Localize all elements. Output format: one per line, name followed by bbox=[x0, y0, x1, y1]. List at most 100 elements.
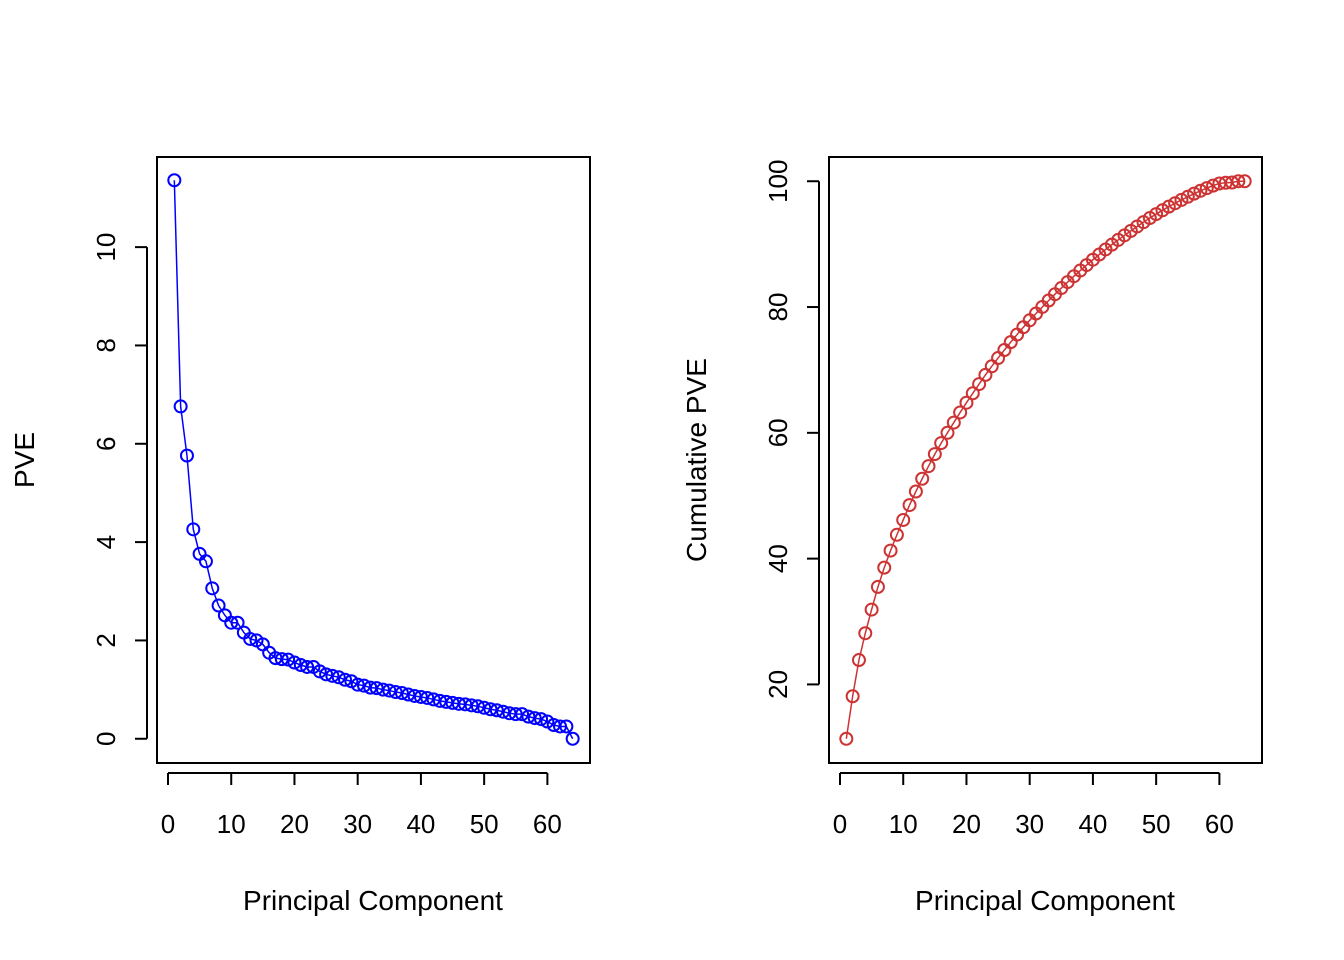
data-point bbox=[496, 704, 511, 719]
data-point bbox=[908, 484, 923, 499]
data-point bbox=[839, 731, 854, 746]
y-tick-label: 4 bbox=[91, 535, 121, 549]
data-point bbox=[243, 631, 258, 646]
data-point bbox=[565, 731, 580, 746]
data-point bbox=[357, 678, 372, 693]
data-point bbox=[338, 672, 353, 687]
y-axis: 0 2 4 6 8 10 bbox=[91, 233, 148, 746]
data-point bbox=[889, 527, 904, 542]
data-point bbox=[953, 405, 968, 420]
y-tick-label: 0 bbox=[91, 732, 121, 746]
data-point bbox=[1231, 174, 1246, 189]
x-axis-title: Principal Component bbox=[915, 885, 1175, 916]
data-point bbox=[300, 659, 315, 674]
y-tick-label: 6 bbox=[91, 437, 121, 451]
data-point bbox=[281, 652, 296, 667]
x-axis: 0 10 20 30 40 50 60 bbox=[833, 772, 1234, 839]
y-tick-label: 10 bbox=[91, 233, 121, 262]
data-point bbox=[211, 598, 226, 613]
x-tick-label: 60 bbox=[1205, 809, 1234, 839]
y-axis-title: PVE bbox=[9, 432, 40, 488]
x-tick-label: 40 bbox=[1078, 809, 1107, 839]
x-tick-label: 10 bbox=[217, 809, 246, 839]
data-point bbox=[902, 498, 917, 513]
y-tick-label: 60 bbox=[763, 418, 793, 447]
x-tick-label: 50 bbox=[1142, 809, 1171, 839]
x-tick-label: 20 bbox=[952, 809, 981, 839]
data-point bbox=[426, 692, 441, 707]
data-point bbox=[851, 653, 866, 668]
data-point bbox=[921, 459, 936, 474]
data-point bbox=[858, 626, 873, 641]
data-point bbox=[959, 395, 974, 410]
data-point bbox=[864, 602, 879, 617]
data-point bbox=[287, 655, 302, 670]
x-tick-label: 50 bbox=[470, 809, 499, 839]
data-point bbox=[319, 667, 334, 682]
y-tick-label: 80 bbox=[763, 293, 793, 322]
cumulative-pve-panel: 0 10 20 30 40 50 60 20 40 60 80 100 Principal Comp… bbox=[681, 156, 1263, 916]
data-point bbox=[896, 512, 911, 527]
data-point bbox=[527, 711, 542, 726]
data-point bbox=[1206, 178, 1221, 193]
x-tick-label: 60 bbox=[533, 809, 562, 839]
data-point bbox=[972, 377, 987, 392]
data-point bbox=[870, 579, 885, 594]
data-point bbox=[224, 615, 239, 630]
data-point bbox=[331, 670, 346, 685]
data-point bbox=[915, 471, 930, 486]
data-point bbox=[312, 664, 327, 679]
x-tick-label: 0 bbox=[161, 809, 175, 839]
data-point bbox=[845, 689, 860, 704]
data-point bbox=[877, 560, 892, 575]
x-axis: 0 10 20 30 40 50 60 bbox=[161, 772, 562, 839]
y-tick-label: 20 bbox=[763, 670, 793, 699]
data-point bbox=[198, 554, 213, 569]
x-tick-label: 0 bbox=[833, 809, 847, 839]
data-point bbox=[394, 686, 409, 701]
data-point bbox=[883, 543, 898, 558]
data-point bbox=[508, 707, 523, 722]
y-tick-label: 8 bbox=[91, 338, 121, 352]
data-point bbox=[1237, 174, 1252, 189]
data-point bbox=[483, 702, 498, 717]
data-point bbox=[375, 682, 390, 697]
y-tick-label: 100 bbox=[763, 160, 793, 203]
series-line bbox=[173, 180, 574, 740]
data-point bbox=[1199, 181, 1214, 196]
y-axis: 20 40 60 80 100 bbox=[763, 160, 820, 699]
y-axis-title: Cumulative PVE bbox=[681, 358, 712, 562]
x-tick-label: 30 bbox=[343, 809, 372, 839]
data-point bbox=[553, 719, 568, 734]
x-tick-label: 20 bbox=[280, 809, 309, 839]
data-point bbox=[274, 652, 289, 667]
data-point bbox=[515, 707, 530, 722]
data-point bbox=[420, 690, 435, 705]
data-point bbox=[179, 448, 194, 463]
pve-series bbox=[167, 173, 580, 746]
data-point bbox=[388, 685, 403, 700]
data-point bbox=[934, 436, 949, 451]
x-axis-title: Principal Component bbox=[243, 885, 503, 916]
data-point bbox=[413, 689, 428, 704]
data-point bbox=[464, 698, 479, 713]
plot-frame bbox=[156, 156, 591, 764]
data-point bbox=[369, 681, 384, 696]
data-point bbox=[1187, 186, 1202, 201]
x-tick-label: 30 bbox=[1015, 809, 1044, 839]
data-point bbox=[173, 399, 188, 414]
data-point bbox=[927, 447, 942, 462]
data-point bbox=[534, 712, 549, 727]
data-point bbox=[946, 415, 961, 430]
series-line bbox=[845, 180, 1245, 739]
data-point bbox=[186, 522, 201, 537]
x-tick-label: 40 bbox=[406, 809, 435, 839]
y-tick-label: 40 bbox=[763, 544, 793, 573]
data-point bbox=[382, 683, 397, 698]
data-point bbox=[325, 668, 340, 683]
data-point bbox=[205, 581, 220, 596]
plot-frame bbox=[828, 156, 1263, 764]
data-point bbox=[1193, 183, 1208, 198]
data-point bbox=[559, 719, 574, 734]
